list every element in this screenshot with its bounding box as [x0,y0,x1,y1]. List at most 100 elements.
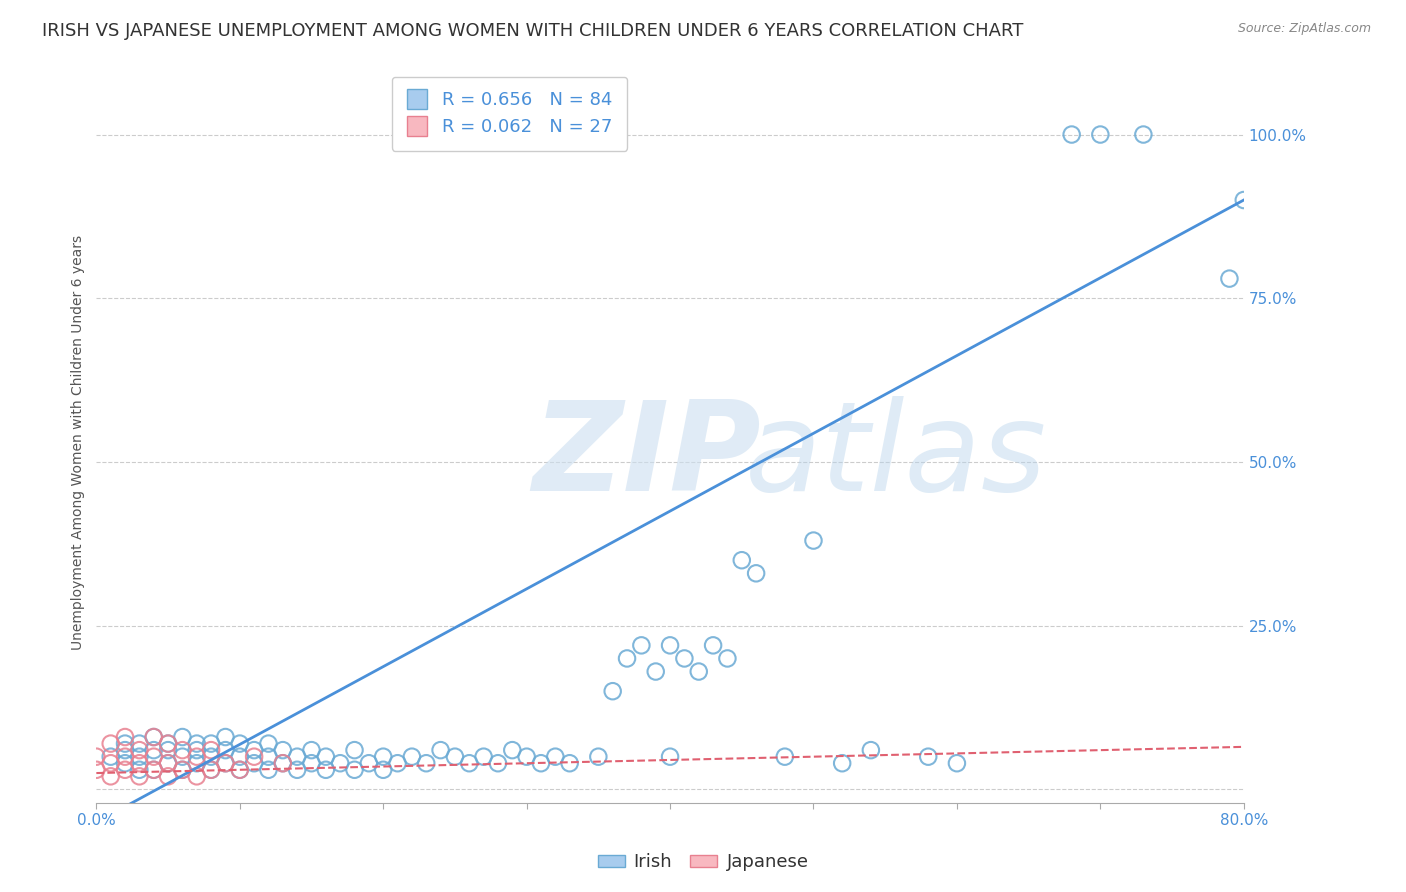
Point [429,743,451,757]
Point [745,566,768,581]
Point [186,743,208,757]
Point [444,749,467,764]
Point [114,756,136,771]
Point [214,743,236,757]
Point [558,756,581,771]
Point [501,743,523,757]
Point [229,737,252,751]
Point [172,743,194,757]
Point [114,730,136,744]
Point [472,749,495,764]
Point [157,769,180,783]
Point [186,749,208,764]
Point [315,749,337,764]
Point [200,763,222,777]
Point [142,763,165,777]
Point [285,763,308,777]
Point [229,763,252,777]
Point [773,749,796,764]
Point [644,665,666,679]
Point [373,763,395,777]
Point [142,730,165,744]
Point [100,737,122,751]
Point [458,756,481,771]
Point [946,756,969,771]
Point [128,743,150,757]
Point [114,743,136,757]
Point [329,756,352,771]
Point [1090,128,1112,142]
Point [200,737,222,751]
Text: IRISH VS JAPANESE UNEMPLOYMENT AMONG WOMEN WITH CHILDREN UNDER 6 YEARS CORRELATI: IRISH VS JAPANESE UNEMPLOYMENT AMONG WOM… [42,22,1024,40]
Point [172,749,194,764]
Point [315,763,337,777]
Point [229,749,252,764]
Point [214,730,236,744]
Point [186,737,208,751]
Point [602,684,624,698]
Point [301,743,323,757]
Point [157,737,180,751]
Point [200,743,222,757]
Point [544,749,567,764]
Point [1218,271,1240,285]
Point [271,756,294,771]
Y-axis label: Unemployment Among Women with Children Under 6 years: Unemployment Among Women with Children U… [72,235,86,650]
Point [142,730,165,744]
Point [616,651,638,665]
Point [114,737,136,751]
Point [257,737,280,751]
Point [114,749,136,764]
Text: atlas: atlas [745,396,1047,517]
Point [257,749,280,764]
Point [516,749,538,764]
Point [114,763,136,777]
Point [243,743,266,757]
Point [803,533,825,548]
Point [673,651,696,665]
Point [917,749,939,764]
Point [271,743,294,757]
Point [343,763,366,777]
Text: ZIP: ZIP [533,396,761,517]
Point [157,743,180,757]
Point [86,749,108,764]
Point [731,553,754,567]
Point [243,749,266,764]
Point [157,756,180,771]
Legend: Irish, Japanese: Irish, Japanese [591,847,815,879]
Point [172,730,194,744]
Point [214,756,236,771]
Point [630,638,652,652]
Point [859,743,882,757]
Point [157,756,180,771]
Point [415,756,437,771]
Point [486,756,509,771]
Point [588,749,610,764]
Point [128,769,150,783]
Point [186,756,208,771]
Point [214,756,236,771]
Point [301,756,323,771]
Point [86,763,108,777]
Point [172,763,194,777]
Point [401,749,423,764]
Point [128,756,150,771]
Point [128,763,150,777]
Point [285,749,308,764]
Point [1233,193,1256,207]
Text: Source: ZipAtlas.com: Source: ZipAtlas.com [1237,22,1371,36]
Point [100,769,122,783]
Point [142,763,165,777]
Point [1060,128,1083,142]
Point [128,737,150,751]
Point [831,756,853,771]
Point [200,763,222,777]
Point [172,763,194,777]
Point [530,756,553,771]
Point [357,756,380,771]
Point [100,749,122,764]
Legend: R = 0.656   N = 84, R = 0.062   N = 27: R = 0.656 N = 84, R = 0.062 N = 27 [392,77,627,151]
Point [387,756,409,771]
Point [157,737,180,751]
